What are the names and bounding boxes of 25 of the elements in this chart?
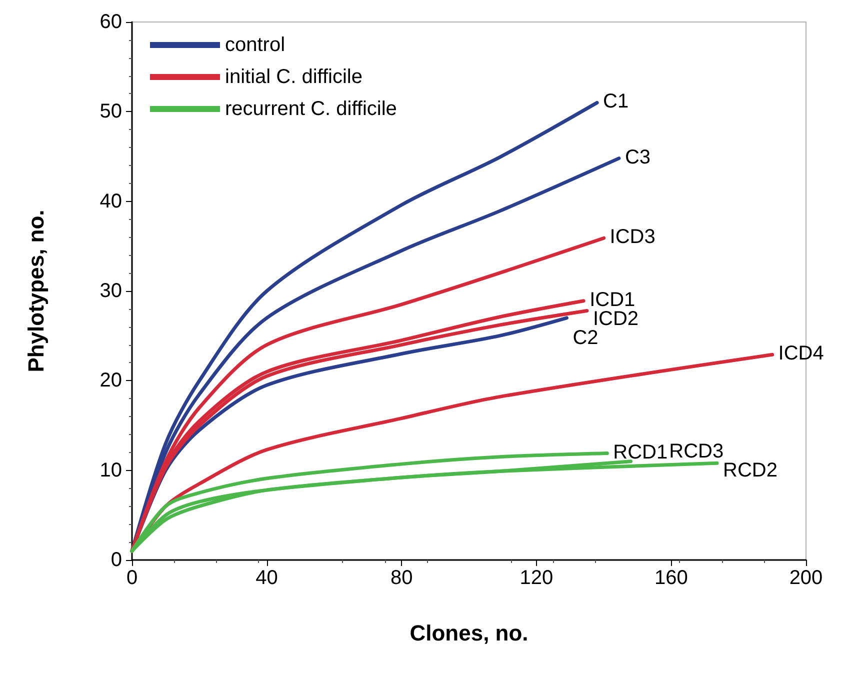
x-tick-label: 40 — [256, 567, 278, 589]
legend-label: control — [225, 34, 286, 56]
legend-label: recurrent C. difficile — [225, 98, 397, 120]
annotation: RCD3 — [669, 440, 724, 462]
annotation: ICD4 — [778, 342, 824, 365]
annotation: C1 — [603, 90, 629, 113]
y-tick-label: 40 — [100, 190, 122, 212]
x-axis-title: Clones, no. — [410, 620, 528, 646]
y-tick-label: 30 — [100, 280, 122, 302]
y-tick-label: 0 — [110, 549, 122, 571]
y-tick-label: 20 — [100, 370, 122, 392]
annotation: RCD2 — [723, 459, 778, 482]
y-axis-title: Phylotypes, no. — [24, 210, 48, 372]
y-tick-label: 60 — [100, 11, 122, 33]
x-tick-label: 80 — [390, 567, 413, 589]
annotation: C3 — [624, 146, 651, 168]
y-tick-label: 10 — [100, 459, 122, 482]
x-tick-label: 160 — [654, 567, 688, 589]
x-tick-label: 200 — [789, 567, 823, 589]
annotation: ICD3 — [610, 226, 656, 248]
x-tick-label: 120 — [520, 567, 554, 589]
legend-label: initial C. difficile — [225, 66, 362, 88]
annotation: RCD1 — [613, 441, 668, 464]
y-tick-label: 50 — [100, 100, 122, 123]
x-tick-label: 0 — [126, 567, 138, 589]
